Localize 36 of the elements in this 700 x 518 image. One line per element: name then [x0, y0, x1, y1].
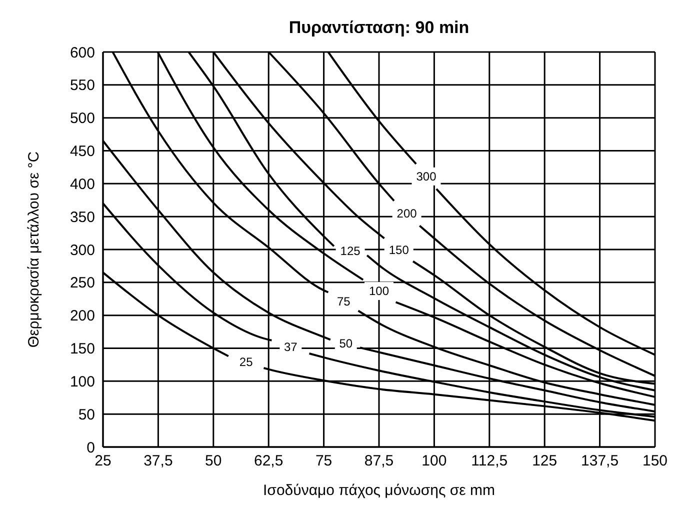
y-tick-label: 300 — [70, 242, 95, 259]
y-tick-label: 100 — [70, 373, 95, 390]
y-tick-label: 200 — [70, 308, 95, 325]
x-tick-label: 37,5 — [144, 452, 173, 470]
chart-title: Πυραντίσταση: 90 min — [288, 18, 470, 38]
series-label: 200 — [396, 206, 418, 220]
series-label: 300 — [416, 169, 437, 184]
series-label: 75 — [336, 294, 351, 309]
series-label: 25 — [239, 355, 254, 370]
y-axis-title: Θερμοκρασία μετάλλου σε °C — [25, 151, 42, 348]
series-label: 50 — [339, 336, 353, 351]
x-tick-label: 137,5 — [581, 452, 619, 470]
y-tick-label: 600 — [70, 44, 95, 62]
x-tick-label: 100 — [422, 452, 447, 470]
series-label: 150 — [388, 242, 410, 257]
x-tick-label: 62,5 — [254, 452, 284, 470]
y-tick-label: 50 — [78, 406, 95, 424]
x-axis-title: Ισοδύναμο πάχος μόνωσης σε mm — [262, 482, 496, 499]
x-tick-label: 50 — [205, 452, 222, 470]
series-label: 125 — [340, 244, 361, 258]
series-label: 100 — [368, 284, 390, 298]
y-tick-label: 150 — [70, 340, 95, 358]
x-tick-label: 150 — [642, 452, 668, 470]
y-tick-label: 400 — [70, 176, 95, 193]
y-tick-label: 500 — [70, 110, 95, 128]
series-label: 37 — [284, 340, 298, 354]
x-tick-label: 87,5 — [364, 452, 394, 470]
y-tick-label: 550 — [70, 77, 95, 94]
x-tick-label: 112,5 — [471, 452, 508, 470]
y-tick-label: 0 — [86, 439, 95, 456]
x-tick-label: 125 — [532, 452, 558, 470]
y-tick-label: 250 — [70, 274, 95, 292]
x-tick-label: 75 — [315, 452, 332, 470]
y-tick-label: 350 — [70, 208, 95, 226]
x-tick-label: 25 — [94, 452, 112, 470]
y-tick-label: 450 — [70, 143, 95, 160]
